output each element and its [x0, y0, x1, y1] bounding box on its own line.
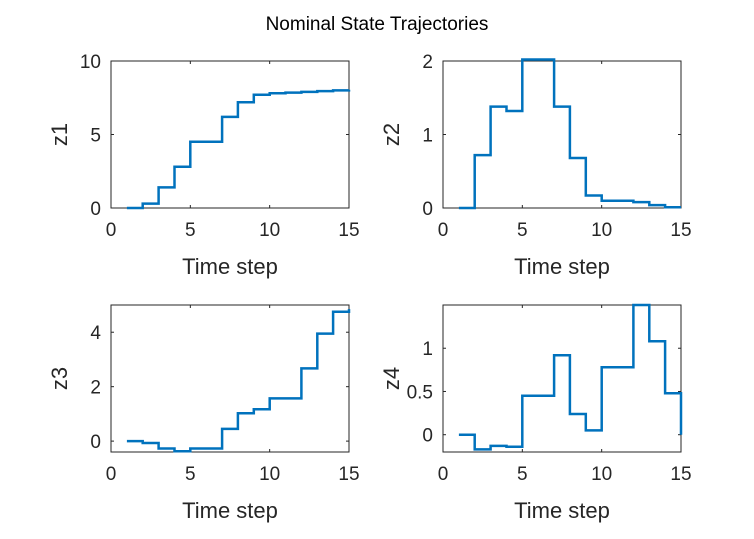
- x-tick-label: 15: [670, 464, 691, 485]
- x-axis-label: Time step: [514, 254, 610, 279]
- subplot-z1: 0 5 10 15 0 5 10 Time step z1: [47, 52, 360, 279]
- subplot-z4: 0 5 10 15 0 0.5 1 Time step z4: [379, 303, 692, 523]
- x-axis-label: Time step: [182, 498, 278, 523]
- series-line-z2: [458, 58, 681, 210]
- x-tick-label: 10: [591, 220, 612, 241]
- x-tick-label: 5: [185, 464, 196, 485]
- y-axis-label: z4: [379, 367, 404, 390]
- x-axis-label: Time step: [514, 498, 610, 523]
- plot-area-z2: [442, 60, 682, 209]
- y-tick-label: 0.5: [407, 382, 433, 403]
- x-tick-label: 10: [259, 464, 280, 485]
- y-tick-label: 4: [90, 323, 101, 344]
- y-tick-label: 0: [90, 432, 101, 453]
- x-tick-label: 0: [438, 464, 449, 485]
- figure-title: Nominal State Trajectories: [266, 14, 489, 35]
- y-axis-label: z2: [379, 123, 404, 146]
- y-tick-label: 5: [90, 126, 101, 147]
- series-line-z4: [458, 303, 683, 451]
- x-tick-label: 5: [185, 220, 196, 241]
- x-tick-label: 5: [517, 220, 528, 241]
- y-tick-label: 2: [90, 378, 101, 399]
- y-tick-label: 1: [422, 126, 433, 147]
- x-tick-label: 15: [670, 220, 691, 241]
- plot-area-z1: [110, 60, 350, 209]
- y-tick-label: 1: [422, 339, 433, 360]
- y-tick-label: 2: [422, 52, 433, 73]
- x-tick-label: 0: [106, 220, 117, 241]
- x-tick-label: 10: [259, 220, 280, 241]
- x-axis-label: Time step: [182, 254, 278, 279]
- series-line-z3: [126, 309, 351, 453]
- y-tick-label: 0: [422, 426, 433, 447]
- y-tick-label: 0: [90, 199, 101, 220]
- y-axis-label: z3: [47, 367, 72, 390]
- subplot-z3: 0 5 10 15 0 2 4 Time step z3: [47, 304, 360, 523]
- y-axis-label: z1: [47, 123, 72, 146]
- x-tick-label: 5: [517, 464, 528, 485]
- subplot-z2: 0 5 10 15 0 1 2 Time step z2: [379, 52, 692, 279]
- x-tick-label: 15: [338, 220, 359, 241]
- plot-area-z4: [442, 304, 682, 453]
- x-tick-label: 15: [338, 464, 359, 485]
- x-tick-label: 0: [438, 220, 449, 241]
- series-line-z1: [126, 89, 351, 210]
- y-tick-label: 0: [422, 199, 433, 220]
- x-tick-label: 0: [106, 464, 117, 485]
- x-tick-label: 10: [591, 464, 612, 485]
- y-tick-label: 10: [80, 52, 101, 73]
- plot-area-z3: [110, 304, 350, 453]
